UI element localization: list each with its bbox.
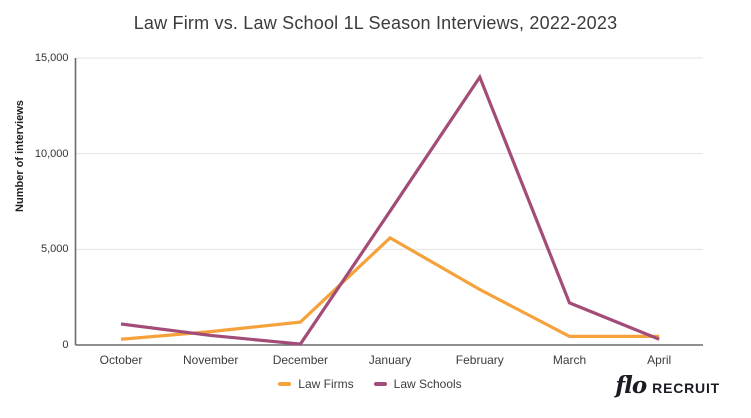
x-tick-label: January	[368, 353, 412, 367]
y-tick-label: 0	[62, 339, 69, 351]
legend-item-law-firms: Law Firms	[278, 377, 354, 391]
x-tick-label: March	[552, 353, 587, 367]
law-schools-line	[120, 73, 660, 346]
law-firms-line	[120, 235, 660, 341]
legend-swatch-icon	[278, 382, 292, 386]
legend-label: Law Firms	[298, 377, 354, 391]
x-tick-label: February	[455, 353, 504, 367]
legend: Law Firms Law Schools	[0, 377, 740, 391]
legend-swatch-icon	[373, 382, 387, 386]
x-tick-label: December	[272, 353, 329, 367]
legend-label: Law Schools	[393, 377, 462, 391]
logo-recruit-text: RECRUIT	[652, 380, 720, 396]
logo-flo-script: flo	[615, 372, 647, 399]
x-tick-label: October	[99, 353, 143, 367]
y-tick-label: 5,000	[40, 243, 69, 256]
x-tick-label: November	[183, 353, 239, 367]
x-tick-label: April	[647, 353, 672, 367]
legend-item-law-schools: Law Schools	[373, 377, 462, 391]
chart-title: Law Firm vs. Law School 1L Season Interv…	[133, 13, 618, 33]
flo-recruit-logo: flo RECRUIT	[615, 372, 720, 399]
y-tick-label: 15,000	[34, 52, 69, 64]
y-tick-label: 10,000	[34, 147, 69, 160]
